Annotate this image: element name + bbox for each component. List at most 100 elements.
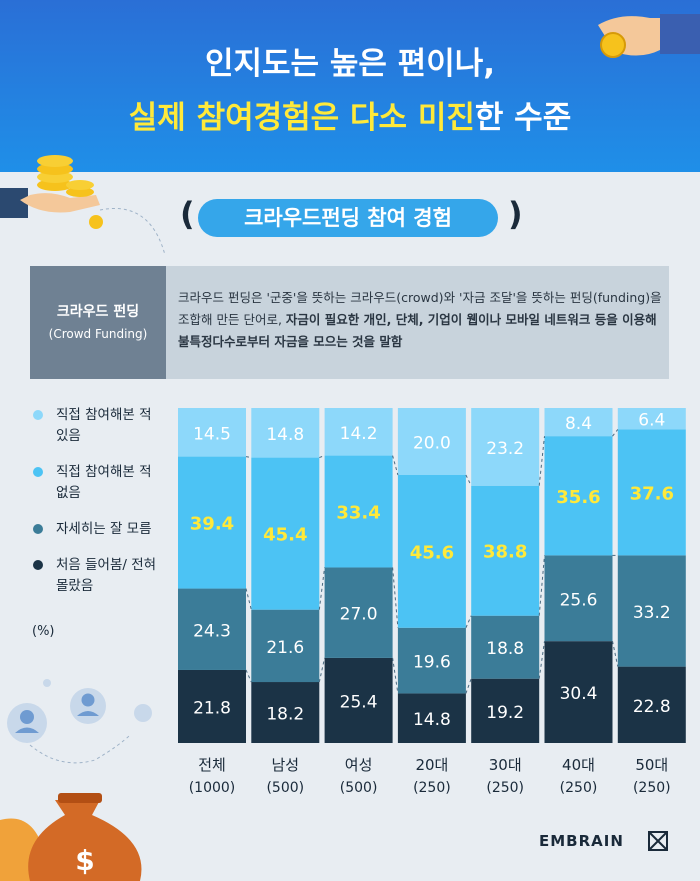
data-label: 18.2 <box>266 705 304 725</box>
data-label: 27.0 <box>340 605 378 625</box>
legend-label: 처음 들어봄/ 전혀 몰랐음 <box>56 557 157 594</box>
data-label: 30.4 <box>560 684 598 704</box>
legend-item: 직접 참여해본 적 있음 <box>30 405 160 447</box>
bar-segment <box>471 408 540 486</box>
connector-line <box>538 641 545 679</box>
bar-segment <box>397 627 466 694</box>
money-hand-icon <box>0 155 166 256</box>
definition-term-ko: 크라우드 펀딩 <box>56 304 140 320</box>
legend-dot <box>33 560 43 570</box>
bar-segment <box>178 408 246 457</box>
data-label: 25.4 <box>340 692 378 712</box>
definition-box: 크라우드 펀딩 (Crowd Funding) 크라우드 펀딩은 '군중'을 뜻… <box>30 266 669 379</box>
data-label: 38.8 <box>483 542 527 563</box>
legend-label: 자세히는 잘 모름 <box>56 521 152 537</box>
legend-label: 직접 참여해본 적 있음 <box>56 407 152 444</box>
money-bag-icon: $ <box>0 793 142 881</box>
data-label: 37.6 <box>630 483 674 504</box>
bar-segment <box>178 456 246 589</box>
category-label: 여성 <box>345 756 373 774</box>
headline-rest: 한 수준 <box>474 100 572 136</box>
bar-segment <box>178 588 246 670</box>
unit-label: (%) <box>32 624 55 639</box>
data-label: 35.6 <box>556 487 600 508</box>
brand-mark-icon <box>648 831 668 851</box>
bar-segment <box>471 615 540 679</box>
connector-line <box>319 455 325 459</box>
coin-hand-icon <box>598 14 700 58</box>
svg-text:$: $ <box>75 844 94 877</box>
sample-size-label: (500) <box>266 780 304 796</box>
category-label: 전체 <box>198 756 226 774</box>
definition-text: 크라우드 펀딩은 '군중'을 뜻하는 크라우드(crowd)와 '자금 조달'을… <box>178 287 663 353</box>
connector-line <box>392 567 399 628</box>
people-network-icon <box>7 679 152 764</box>
connector-line <box>245 588 252 610</box>
data-label: 14.8 <box>413 710 451 730</box>
legend: 직접 참여해본 적 있음 직접 참여해본 적 없음 자세히는 잘 모름 처음 들… <box>30 405 160 612</box>
sample-size-label: (250) <box>413 780 451 796</box>
definition-text-plain: 크라우드 펀딩은 '군중'을 뜻하는 크라우드(crowd)와 '자금 조달'을… <box>178 290 662 327</box>
connector-line <box>318 657 326 683</box>
data-label: 39.4 <box>190 514 234 535</box>
connector-line <box>318 567 326 610</box>
bar-segment <box>544 641 613 743</box>
definition-text-bold: 자금이 필요한 개인, 단체, 기업이 웹이나 모바일 네트워크 등을 이용해 … <box>178 312 657 349</box>
bar-segment <box>471 485 540 616</box>
connector-line <box>392 455 399 476</box>
data-label: 20.0 <box>413 434 451 454</box>
definition-term-en: (Crowd Funding) <box>48 327 148 341</box>
data-label: 24.3 <box>193 621 231 641</box>
data-label: 14.8 <box>266 425 304 445</box>
data-label: 45.6 <box>410 542 454 563</box>
data-label: 33.2 <box>633 603 671 623</box>
bar-segment <box>324 408 393 456</box>
data-label: 18.8 <box>486 639 524 659</box>
category-label: 50대 <box>635 756 668 774</box>
bar-segment <box>544 555 613 642</box>
bar-segment <box>178 669 246 743</box>
data-label: 14.5 <box>193 424 231 444</box>
definition-term: 크라우드 펀딩 (Crowd Funding) <box>30 266 166 379</box>
section-title-pill: 크라우드펀딩 참여 경험 <box>198 199 498 237</box>
category-label: 30대 <box>489 756 522 774</box>
bar-segment <box>324 657 393 743</box>
connector-line <box>245 669 252 683</box>
bar-segment <box>397 693 466 743</box>
category-label: 남성 <box>271 756 299 774</box>
brand-logo: EMBRAIN <box>539 832 624 850</box>
data-label: 19.6 <box>413 653 451 673</box>
data-label: 33.4 <box>336 503 380 524</box>
open-paren: ( <box>180 195 195 233</box>
data-label: 22.8 <box>633 697 671 717</box>
connector-line <box>538 436 545 486</box>
connector-line <box>538 555 545 616</box>
category-label: 40대 <box>562 756 595 774</box>
headline-line-2: 실제 참여경험은 다소 미진한 수준 <box>0 92 700 137</box>
bar-segment <box>544 436 613 556</box>
bar-segment <box>251 609 320 683</box>
data-label: 8.4 <box>565 414 592 434</box>
bar-segment <box>617 666 686 743</box>
bar-segment <box>397 408 466 475</box>
close-paren: ) <box>508 195 523 233</box>
legend-item: 자세히는 잘 모름 <box>30 519 160 540</box>
category-label: 20대 <box>415 756 448 774</box>
bar-segment <box>617 429 686 556</box>
connector-line <box>465 474 472 486</box>
connector-line <box>465 678 472 694</box>
data-label: 21.6 <box>266 638 304 658</box>
legend-dot <box>33 410 43 420</box>
connector-line <box>392 657 399 694</box>
data-label: 14.2 <box>340 424 378 444</box>
connector-line <box>612 641 619 667</box>
data-label: 23.2 <box>486 439 524 459</box>
legend-dot <box>33 524 43 534</box>
legend-label: 직접 참여해본 적 없음 <box>56 464 152 501</box>
data-label: 19.2 <box>486 703 524 723</box>
bar-segment <box>251 457 320 610</box>
bar-segment <box>617 555 686 667</box>
bar-segment <box>617 408 686 430</box>
sample-size-label: (250) <box>560 780 598 796</box>
